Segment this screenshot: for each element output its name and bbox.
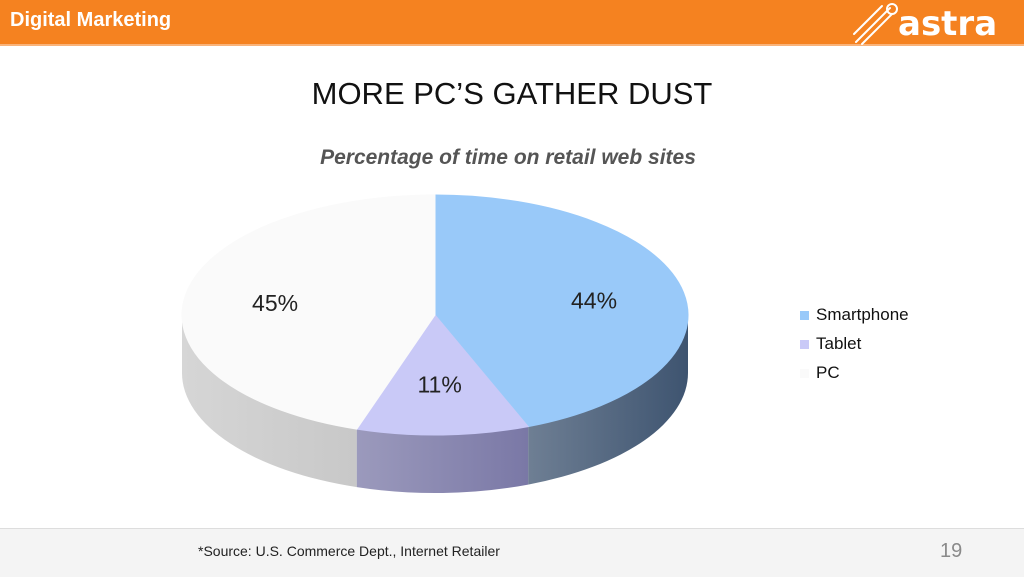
pie-side-smartphone bbox=[528, 315, 688, 485]
header-title: Digital Marketing bbox=[10, 9, 172, 31]
pie-side-tablet bbox=[356, 426, 529, 493]
legend-label-pc: PC bbox=[816, 363, 840, 382]
rocket-icon bbox=[853, 3, 898, 45]
page-number: 19 bbox=[940, 540, 963, 562]
legend-label-smartphone: Smartphone bbox=[816, 305, 909, 324]
header-bar bbox=[0, 0, 1024, 44]
source-note: *Source: U.S. Commerce Dept., Internet R… bbox=[198, 543, 500, 559]
legend-swatch-smartphone bbox=[800, 311, 809, 320]
legend-swatch-tablet bbox=[800, 340, 809, 349]
astra-logo: astra bbox=[846, 0, 1016, 46]
data-label-smartphone: 44% bbox=[571, 288, 617, 314]
slide-title: MORE PC’S GATHER DUST bbox=[311, 76, 713, 111]
legend-label-tablet: Tablet bbox=[816, 334, 862, 353]
legend-swatch-pc bbox=[800, 369, 809, 378]
data-label-pc: 45% bbox=[252, 290, 298, 316]
pie-side-pc bbox=[182, 315, 357, 488]
header-divider bbox=[0, 44, 1024, 46]
chart-title: Percentage of time on retail web sites bbox=[320, 146, 696, 169]
footer-bar bbox=[0, 528, 1024, 577]
logo-text: astra bbox=[898, 4, 998, 44]
pie-slice-smartphone bbox=[434, 194, 689, 428]
data-label-tablet: 11% bbox=[417, 372, 461, 398]
pie-slice-pc bbox=[181, 194, 436, 430]
pie-slice-tablet bbox=[355, 314, 530, 436]
